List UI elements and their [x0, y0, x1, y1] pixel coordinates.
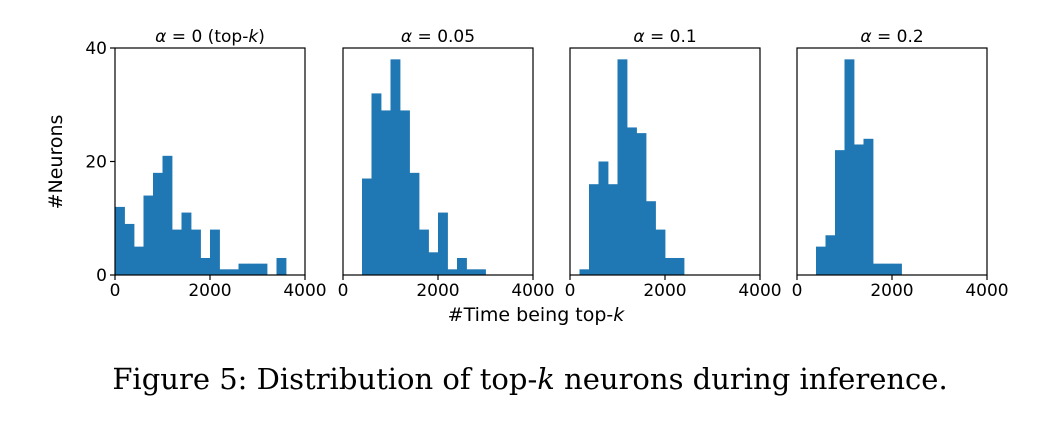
histogram-bar	[419, 229, 429, 275]
panel-2: 0 2000 4000 α = 0.05	[338, 27, 555, 301]
histogram-bar	[238, 263, 249, 275]
histogram-bar	[598, 161, 609, 275]
figure-caption: Figure 5: Distribution of top-k neurons …	[0, 362, 1060, 396]
y-tick-label: 20	[85, 153, 107, 173]
histogram-bar	[476, 269, 486, 275]
histogram-bar	[248, 263, 258, 275]
panel-4: 0 2000 4000 α = 0.2	[792, 27, 1009, 301]
x-tick-label: 0	[565, 281, 576, 301]
x-tick-label: 4000	[283, 281, 326, 301]
y-tick-label: 0	[96, 266, 107, 286]
histogram-bar	[115, 206, 125, 275]
x-tick-label: 4000	[965, 281, 1008, 301]
histogram-bar	[162, 155, 173, 275]
histogram-bar	[200, 257, 211, 275]
histogram-bar	[466, 269, 477, 275]
histogram-bar	[371, 93, 382, 276]
x-tick-label: 2000	[188, 281, 231, 301]
histogram-bar	[825, 235, 836, 275]
histogram-bar	[134, 246, 144, 276]
histogram-bar	[219, 269, 230, 275]
histogram-bar	[844, 59, 855, 275]
histogram-bar	[400, 110, 410, 276]
histogram-bar	[124, 223, 135, 275]
histogram-bar	[882, 263, 893, 275]
histogram-bar	[172, 229, 182, 275]
histogram-bar	[390, 59, 401, 275]
caption-suffix: neurons during inference.	[554, 362, 948, 396]
histogram-figure: 0 2000 4000 0 20 40 α = 0 (top-k) 0 2000 4000 α = …	[45, 27, 1009, 326]
histogram-bar	[381, 110, 391, 276]
histogram-bar	[816, 246, 826, 276]
x-tick-label: 0	[792, 281, 803, 301]
histogram-bar	[229, 269, 239, 275]
histogram-bar	[181, 212, 192, 275]
histogram-bar	[428, 252, 439, 275]
panel-3: 0 2000 4000 α = 0.1	[565, 27, 782, 301]
histogram-bar	[409, 172, 420, 275]
y-tick-label: 40	[85, 39, 107, 59]
y-axis-label: #Neurons	[45, 115, 67, 210]
caption-k: k	[537, 362, 555, 396]
panel-title: α = 0.2	[860, 27, 923, 47]
histogram-bar	[646, 201, 656, 275]
histogram-bar	[892, 263, 902, 275]
histogram-bar	[863, 138, 874, 275]
x-tick-label: 4000	[511, 281, 554, 301]
histogram-bar	[143, 195, 154, 275]
histogram-bar	[447, 269, 458, 275]
histogram-bar	[608, 184, 618, 275]
histogram-bar	[362, 178, 372, 275]
histogram-bar	[257, 263, 268, 275]
x-tick-label: 0	[338, 281, 349, 301]
panel-title: α = 0.05	[401, 27, 475, 47]
panel-title: α = 0 (top-k)	[155, 27, 265, 47]
histogram-bar	[835, 150, 845, 275]
histogram-bar	[210, 229, 220, 275]
histogram-bar	[579, 269, 590, 275]
caption-prefix: Figure 5: Distribution of top-	[112, 362, 538, 396]
histogram-bar	[665, 257, 675, 275]
histogram-bar	[674, 257, 685, 275]
histogram-bar	[438, 212, 448, 275]
panel-title: α = 0.1	[633, 27, 696, 47]
histogram-bar	[636, 133, 647, 276]
x-tick-label: 4000	[738, 281, 781, 301]
histogram-bar	[457, 257, 467, 275]
x-tick-label: 2000	[643, 281, 686, 301]
x-tick-label: 2000	[870, 281, 913, 301]
histogram-bar	[617, 59, 628, 275]
histogram-bar	[153, 172, 163, 275]
x-axis-label: #Time being top-k	[448, 304, 626, 326]
panel-1: 0 2000 4000 0 20 40 α = 0 (top-k)	[85, 27, 326, 301]
histogram-bar	[191, 229, 201, 275]
histogram-bar	[276, 257, 287, 275]
histogram-bar	[589, 184, 599, 275]
x-tick-label: 0	[110, 281, 121, 301]
histogram-bar	[854, 144, 864, 275]
histogram-bar	[627, 127, 637, 275]
histogram-bar	[873, 263, 883, 275]
x-tick-label: 2000	[416, 281, 459, 301]
histogram-bar	[655, 229, 666, 275]
